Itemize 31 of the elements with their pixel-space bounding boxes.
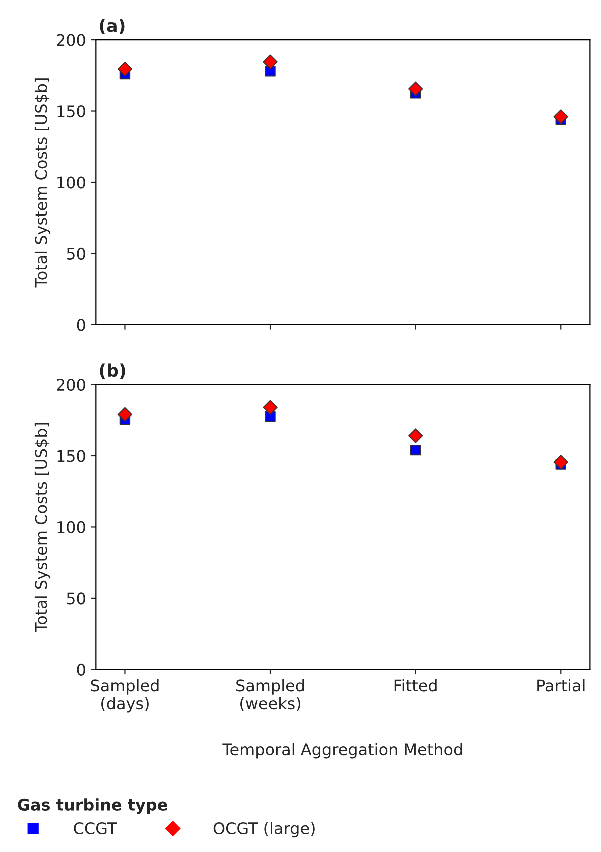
point	[554, 455, 568, 470]
point	[410, 444, 422, 456]
chart-title: (b)	[100, 364, 126, 380]
y-tick-label: 50	[67, 248, 86, 260]
legend-label: CCGT	[74, 822, 118, 835]
point	[118, 62, 133, 77]
y-tick-label: 0	[77, 664, 86, 676]
chart-title: (a)	[100, 18, 125, 34]
point	[263, 54, 278, 70]
point	[408, 82, 424, 97]
legend-title: Gas turbine type	[18, 798, 168, 814]
point	[263, 400, 278, 415]
y-tick-label: 200	[57, 378, 86, 392]
point	[118, 407, 133, 422]
y-tick-label: 100	[58, 521, 86, 534]
y-tick-label: 150	[58, 450, 86, 462]
x-tick-label: Partial	[538, 679, 585, 692]
x-tick-label: Fitted	[394, 679, 437, 692]
y-tick-label: 100	[58, 176, 86, 189]
legend-label: OCGT (large)	[214, 822, 315, 838]
x-tick-label: Sampled (days)	[91, 679, 159, 713]
point	[408, 428, 424, 444]
y-tick-label: 150	[58, 105, 86, 118]
x-axis-title: Temporal Aggregation Method	[222, 743, 462, 759]
x-tick-label: Sampled (weeks)	[236, 679, 304, 712]
y-axis-title: Total System Costs [US$b]	[34, 78, 50, 288]
y-tick-label: 0	[77, 319, 86, 332]
y-tick-label: 50	[67, 592, 86, 605]
y-axis-title: Total System Costs [US$b]	[34, 423, 50, 633]
y-tick-label: 200	[57, 34, 86, 46]
point	[554, 110, 568, 124]
